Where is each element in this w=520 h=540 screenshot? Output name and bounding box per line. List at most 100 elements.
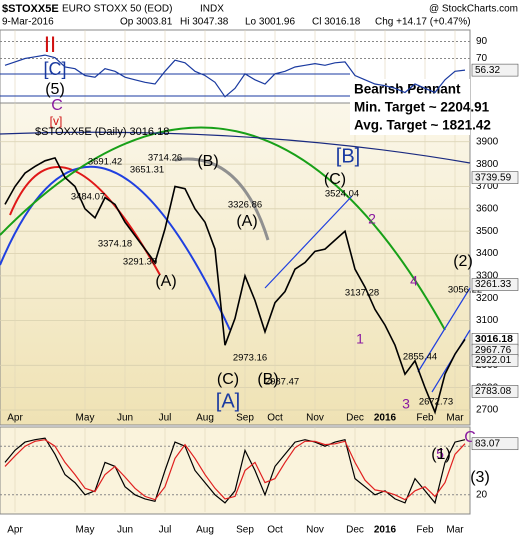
wave-label: (A) bbox=[236, 213, 257, 230]
value-tag bbox=[471, 278, 519, 291]
price-note: 3326.86 bbox=[228, 200, 262, 211]
x-tick-label: Oct bbox=[267, 413, 283, 424]
wave-label: (B) bbox=[197, 153, 218, 170]
price-note: 3484.07 bbox=[71, 192, 105, 203]
date: 9-Mar-2016 bbox=[2, 17, 54, 28]
close: Cl 3016.18 bbox=[312, 17, 361, 28]
wave-label: [v] bbox=[50, 114, 63, 128]
x-tick-label: 2016 bbox=[374, 525, 397, 536]
x-tick-label: Sep bbox=[236, 525, 254, 536]
value-label: 3261.33 bbox=[475, 279, 512, 290]
stoch-panel bbox=[0, 426, 471, 515]
price-note: 3137.28 bbox=[345, 288, 379, 299]
x-tick-label: Aug bbox=[196, 525, 214, 536]
x-tick-label: Jun bbox=[117, 525, 133, 536]
y-tick-label: 3800 bbox=[476, 159, 499, 170]
x-tick-label: Mar bbox=[446, 413, 464, 424]
wave-label: 5 bbox=[436, 446, 444, 462]
x-tick-label: Dec bbox=[346, 413, 364, 424]
x-tick-label: Jul bbox=[159, 413, 172, 424]
low: Lo 3001.96 bbox=[245, 17, 295, 28]
note: Bearish Pennant bbox=[354, 82, 461, 97]
change: Chg +14.17 (+0.47%) bbox=[375, 17, 471, 28]
wave-label: (C) bbox=[217, 371, 239, 388]
value-label: 2967.76 bbox=[475, 345, 512, 356]
price-note: 2987.47 bbox=[265, 377, 299, 388]
price-note: 2672.73 bbox=[419, 397, 453, 408]
wave-label: (5) bbox=[45, 81, 65, 98]
value-label: 56.32 bbox=[475, 65, 500, 76]
note: Min. Target ~ 2204.91 bbox=[354, 100, 490, 115]
symbol: $STOXX5E bbox=[2, 3, 59, 15]
exchange: INDX bbox=[200, 4, 224, 15]
line bbox=[4, 439, 466, 501]
y-tick-label: 2700 bbox=[476, 405, 499, 416]
x-tick-label: Apr bbox=[7, 413, 23, 424]
y-tick-label: 3600 bbox=[476, 203, 499, 214]
wave-label: (A) bbox=[155, 273, 176, 290]
x-tick-label: May bbox=[76, 525, 95, 536]
x-tick-label: Oct bbox=[267, 525, 283, 536]
x-tick-label: 2016 bbox=[374, 413, 397, 424]
value-label: 2783.08 bbox=[475, 386, 512, 397]
wave-label: [B] bbox=[336, 145, 360, 167]
price-note: 3691.42 bbox=[88, 157, 122, 168]
y-tick-label: 3200 bbox=[476, 293, 499, 304]
line bbox=[4, 54, 466, 98]
x-tick-label: May bbox=[76, 413, 95, 424]
x-tick-label: Nov bbox=[306, 525, 324, 536]
x-tick-label: Dec bbox=[346, 525, 364, 536]
wave-label: (B) bbox=[257, 371, 278, 388]
value-tag bbox=[471, 171, 519, 184]
price-panel bbox=[0, 102, 471, 426]
x-tick-label: Sep bbox=[236, 413, 254, 424]
y-tick-label: 70 bbox=[476, 53, 488, 64]
y-tick-label: 20 bbox=[476, 489, 488, 500]
x-tick-label: Apr bbox=[7, 525, 23, 536]
price-note: 3651.31 bbox=[130, 165, 164, 176]
wave-label: II bbox=[44, 32, 56, 57]
y-tick-label: 3400 bbox=[476, 248, 499, 259]
wave-label: 2 bbox=[368, 211, 376, 227]
wave-label: C bbox=[464, 429, 476, 446]
y-tick-label: 3100 bbox=[476, 315, 499, 326]
line bbox=[4, 437, 466, 505]
open: Op 3003.81 bbox=[120, 17, 173, 28]
x-tick-label: Jun bbox=[117, 413, 133, 424]
wave-label: (1) bbox=[431, 446, 451, 463]
x-tick-label: Nov bbox=[306, 413, 324, 424]
value-tag bbox=[471, 437, 519, 451]
wave-label: 4 bbox=[410, 273, 418, 289]
value-tag bbox=[471, 354, 519, 367]
y-tick-label: 3900 bbox=[476, 136, 499, 147]
price-note: 3714.26 bbox=[148, 153, 182, 164]
y-tick-label: 3700 bbox=[476, 181, 499, 192]
price-note: 3056.22 bbox=[448, 285, 482, 296]
value-tag bbox=[471, 63, 519, 77]
price-note: 3524.04 bbox=[325, 189, 359, 200]
wave-label: (C) bbox=[324, 171, 346, 188]
y-tick-label: 3500 bbox=[476, 226, 499, 237]
x-tick-label: Mar bbox=[446, 525, 464, 536]
value-label: 83.07 bbox=[475, 438, 500, 449]
name: EURO STOXX 50 (EOD) bbox=[62, 4, 172, 15]
wave-label: [A] bbox=[216, 390, 240, 412]
x-tick-label: Feb bbox=[416, 413, 434, 424]
note: Avg. Target ~ 1821.42 bbox=[354, 118, 491, 133]
high: Hi 3047.38 bbox=[180, 17, 229, 28]
price-note: 3291.30 bbox=[123, 257, 157, 268]
legend: $STOXX5E (Daily) 3016.18 bbox=[35, 126, 169, 138]
wave-label: [C] bbox=[43, 59, 66, 79]
wave-label: (2) bbox=[453, 253, 473, 270]
price-note: 2973.16 bbox=[233, 353, 267, 364]
y-tick-label: 3300 bbox=[476, 271, 499, 282]
wave-label: 3 bbox=[402, 396, 410, 412]
wave-arcs bbox=[0, 73, 471, 393]
price-note: 3374.18 bbox=[98, 239, 132, 250]
wave-label: C bbox=[51, 97, 63, 114]
price-note: 2855.44 bbox=[403, 352, 437, 363]
x-tick-label: Feb bbox=[416, 525, 434, 536]
x-tick-label: Jul bbox=[159, 525, 172, 536]
wave-label: 1 bbox=[356, 331, 364, 347]
